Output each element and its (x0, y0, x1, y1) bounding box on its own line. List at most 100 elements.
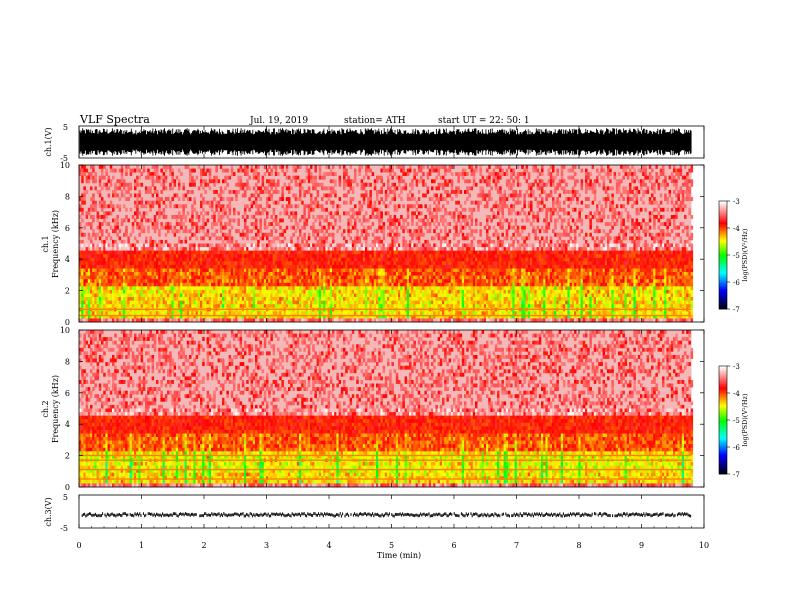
colorbar-cell (719, 285, 727, 288)
colorbar-cell (719, 391, 727, 394)
colorbar-cell (719, 244, 727, 247)
colorbar-cell (719, 409, 727, 412)
ch1-ytick-top: 5 (63, 123, 68, 132)
colorbar-cell (719, 287, 727, 290)
colorbar-cell (719, 441, 727, 444)
colorbar-cell (719, 403, 727, 406)
colorbar-cell (719, 438, 727, 441)
xtick-label: 1 (139, 541, 144, 550)
colorbar-tick-label: -3 (733, 198, 740, 206)
spectrogram-cells (79, 165, 694, 323)
colorbar-cell (719, 280, 727, 283)
xtick-label: 10 (699, 541, 709, 550)
ytick-label: 6 (65, 389, 70, 398)
xtick-label: 5 (389, 541, 394, 550)
colorbar-cell (719, 240, 727, 243)
colorbar-cell (719, 291, 727, 294)
colorbar-tick-label: -3 (733, 363, 740, 371)
colorbar-cell (719, 398, 727, 401)
ytick-label: 10 (60, 326, 70, 335)
colorbar-cell (719, 402, 727, 405)
ch3-waveform-line (81, 512, 692, 518)
colorbar-cell (719, 204, 727, 207)
colorbar-cell (719, 233, 727, 236)
colorbar-cell (719, 411, 727, 414)
colorbar-cell (719, 220, 727, 223)
time-axis: 0 1 2 3 4 5 6 7 8 9 10 (76, 126, 709, 550)
colorbar-cell (719, 237, 727, 240)
colorbar-cell (719, 303, 727, 306)
ch1-spec-ylabel: Frequency (kHz) (51, 210, 60, 278)
xtick-label: 2 (201, 541, 206, 550)
colorbar-tick-label: -6 (733, 279, 740, 287)
colorbar-cell (719, 278, 727, 281)
ch2-spectrogram-panel: 0 2 4 6 8 10 ch.2 Frequency (kHz) -3 -4 -5 -6 -7 l… (41, 326, 749, 492)
colorbar-cell (719, 296, 727, 299)
colorbar-cell (719, 273, 727, 276)
ch1-waveform-panel: 5 -5 ch.1(V) (44, 123, 705, 163)
date-label: Jul. 19, 2019 (249, 116, 308, 126)
colorbar-cell (719, 292, 727, 295)
colorbar-cell (719, 283, 727, 286)
xtick-label: 7 (514, 541, 519, 550)
colorbar-cell (719, 389, 727, 392)
colorbar-tick-label: -4 (733, 390, 740, 398)
xtick-label: 3 (264, 541, 269, 550)
colorbar-cell (719, 300, 727, 303)
colorbar-cell (719, 405, 727, 408)
colorbar-tick-label: -7 (733, 306, 740, 314)
colorbar-cell (719, 430, 727, 433)
colorbar-cell (719, 366, 727, 369)
colorbar-cell (719, 448, 727, 451)
colorbar-cell (719, 269, 727, 272)
colorbar-label: log(PSD)(V²/Hz) (741, 393, 749, 446)
colorbar-cell (719, 201, 727, 204)
colorbar-cell (719, 384, 727, 387)
ch3-waveform-panel: 5 -5 ch.3(V) 0 1 2 3 4 5 6 7 8 9 10 Time (min) (44, 126, 709, 560)
colorbar-cell (719, 267, 727, 270)
colorbar-cell (719, 416, 727, 419)
colorbar-tick-label: -5 (733, 252, 740, 260)
colorbar-cell (719, 222, 727, 225)
colorbar-cell (719, 260, 727, 263)
colorbar-cell (719, 457, 727, 460)
ch1-ylabel: ch.1(V) (44, 127, 53, 156)
colorbar-tick-label: -5 (733, 417, 740, 425)
colorbar-cell (719, 298, 727, 301)
ch3-ytick-bottom: -5 (60, 524, 68, 533)
colorbar-cell (719, 452, 727, 455)
xtick-label: 0 (76, 541, 81, 550)
colorbar-cell (719, 208, 727, 211)
xtick-label: 4 (326, 541, 331, 550)
colorbar-cell (719, 235, 727, 238)
colorbar-cell (719, 387, 727, 390)
ytick-label: 8 (65, 192, 70, 201)
ch1-spectrogram-panel: 0 2 4 6 8 10 ch.1 Frequency (kHz) -3 -4 -5 -6 -7 l… (41, 161, 749, 327)
colorbar-cell (719, 434, 727, 437)
ch2-spectrogram-yticks: 0 2 4 6 8 10 (60, 326, 704, 492)
ch3-ylabel: ch.3(V) (44, 497, 53, 526)
xtick-label: 9 (639, 541, 644, 550)
colorbar-cell (719, 213, 727, 216)
colorbar-cell (719, 382, 727, 385)
colorbar-cell (719, 380, 727, 383)
colorbar-cell (719, 418, 727, 421)
ytick-label: 2 (65, 452, 70, 461)
ytick-label: 2 (65, 287, 70, 296)
colorbar-cell (719, 421, 727, 424)
ch3-waveform-frame (78, 494, 705, 529)
colorbar-cell (719, 255, 727, 258)
colorbar-cell (719, 206, 727, 209)
colorbar-cell (719, 400, 727, 403)
colorbar-cell (719, 445, 727, 448)
colorbar-cell (719, 412, 727, 415)
colorbar-cell (719, 429, 727, 432)
colorbar-cell (719, 414, 727, 417)
colorbar-cell (719, 375, 727, 378)
colorbar-cell (719, 228, 727, 231)
colorbar-tick-label: -6 (733, 444, 740, 452)
colorbar-cell (719, 265, 727, 268)
colorbar-cell (719, 371, 727, 374)
colorbar-cell (719, 211, 727, 214)
colorbar-cell (719, 423, 727, 426)
